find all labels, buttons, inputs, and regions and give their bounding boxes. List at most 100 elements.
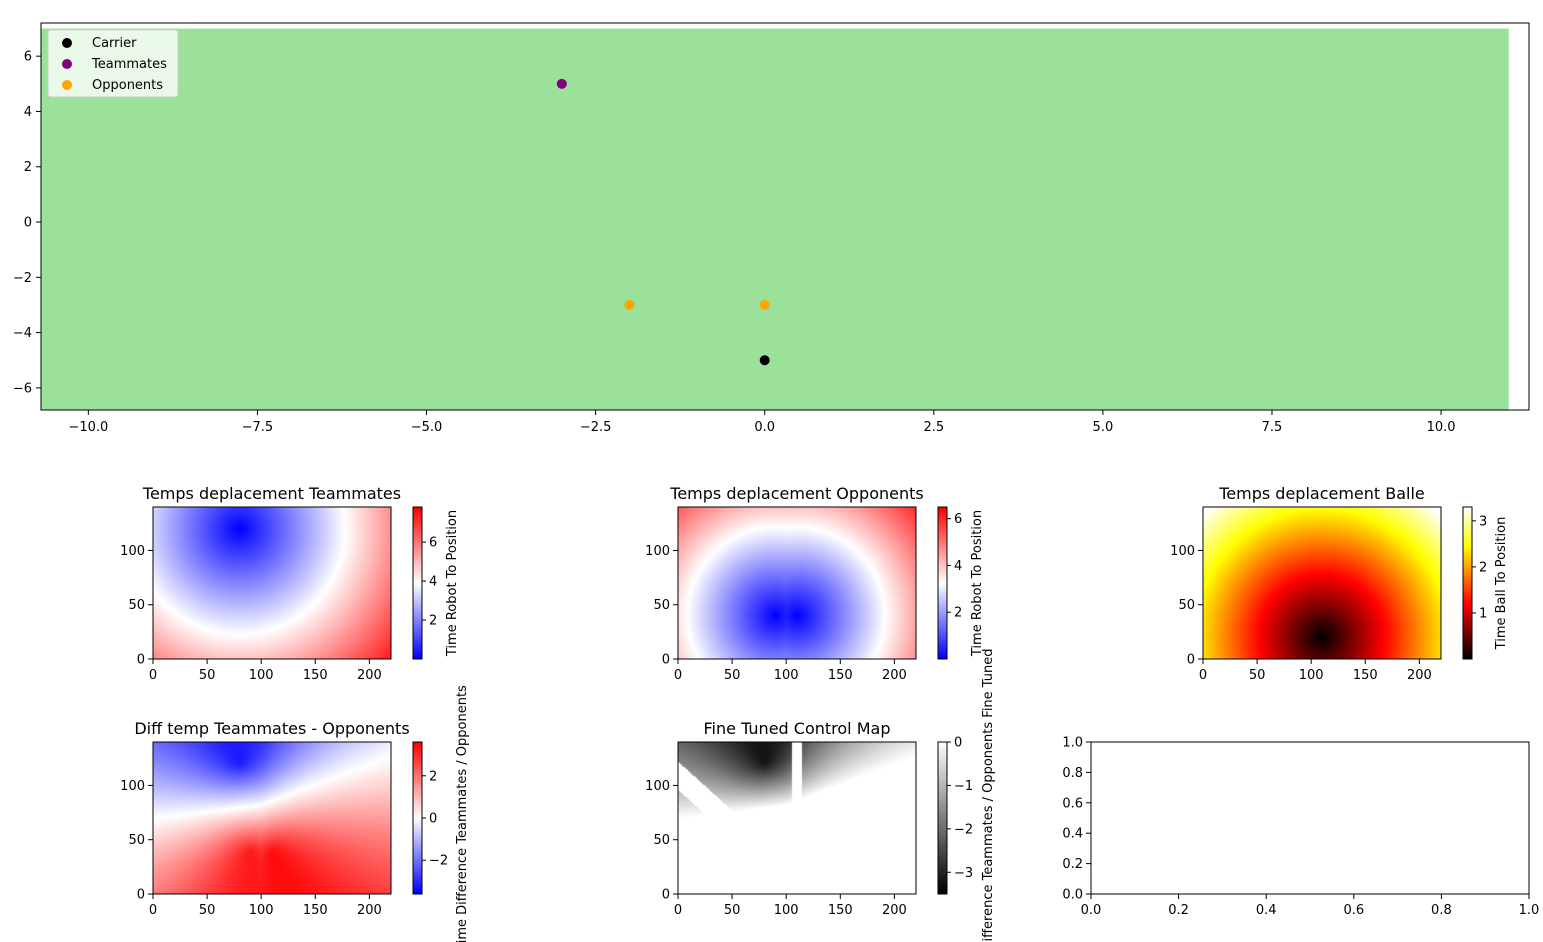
colorbar-fine-tuned-label: Time Difference Teammates / Opponents Fi…: [981, 649, 996, 942]
x-tick-label: 0: [674, 668, 682, 683]
x-tick-label: 0.0: [1081, 903, 1102, 918]
colorbar-teammates-ticks: 2 4 6: [422, 536, 437, 629]
field-x-axis: −10.0 −7.5 −5.0 −2.5 0.0 2.5 5.0 7.5 10.0: [68, 410, 1456, 435]
carrier-point: [759, 355, 770, 366]
y-tick-label: 0.8: [1062, 766, 1083, 781]
colorbar-difference: [413, 742, 422, 894]
x-tick-label: 150: [303, 903, 328, 918]
heatmap-opponents: Temps deplacement Opponents 0 50 100 150 200…: [645, 484, 985, 683]
heatmap-difference-axes: 0 50 100 150 200 0 50 100: [120, 779, 382, 918]
x-tick-label: 200: [357, 903, 382, 918]
x-tick-label: 50: [199, 668, 216, 683]
colorbar-difference-ticks: −2 0 2: [422, 769, 448, 869]
y-tick-label: 0.0: [1062, 888, 1083, 903]
heatmap-opponents-image: [678, 507, 916, 659]
legend-teammates-marker: [62, 59, 72, 69]
y-tick-label: 0.4: [1062, 827, 1083, 842]
y-tick-label: 0.6: [1062, 796, 1083, 811]
colorbar-teammates-frame: [412, 506, 423, 660]
colorbar-opponents: [938, 507, 947, 659]
colorbar-tick-label: −1: [954, 779, 973, 794]
legend-teammates-label: Teammates: [91, 57, 167, 72]
colorbar-tick-label: 6: [954, 512, 962, 527]
heatmap-opponents-axes: 0 50 100 150 200 0 50 100: [645, 544, 907, 683]
heatmap-fine-tuned-axes: 0 50 100 150 200 0 50 100: [645, 779, 907, 918]
field-rectangle: [41, 28, 1509, 411]
x-tick-label: 50: [724, 668, 741, 683]
heatmap-difference-image: [153, 742, 391, 894]
y-tick-label: 100: [1170, 544, 1195, 559]
opponents-point: [759, 299, 770, 310]
field-y-tick-label: −4: [13, 326, 32, 341]
x-tick-label: 100: [249, 668, 274, 683]
field-axes-frame: [40, 22, 1530, 411]
field-x-tick-label: −10.0: [68, 420, 108, 435]
colorbar-fine-tuned: [938, 742, 947, 894]
colorbar-tick-label: −2: [954, 822, 973, 837]
colorbar-tick-label: −2: [429, 854, 448, 869]
heatmap-difference: Diff temp Teammates - Opponents 0 50 100 15…: [120, 685, 470, 942]
field-x-tick-label: 5.0: [1093, 420, 1114, 435]
colorbar-ball-ticks: 1 2 3: [1472, 514, 1487, 621]
field-x-tick-label: 10.0: [1427, 420, 1456, 435]
heatmap-fine-tuned-frame: [677, 741, 917, 895]
legend-opponents-marker: [62, 80, 72, 90]
colorbar-fine-tuned-ticks: −3 −2 −1 0: [947, 736, 973, 881]
heatmap-ball-image: [1203, 507, 1441, 659]
y-tick-label: 50: [653, 833, 670, 848]
field-y-axis: 6 4 2 0 −2 −4 −6: [13, 50, 41, 396]
colorbar-tick-label: 2: [1479, 560, 1487, 575]
colorbar-teammates-label: Time Robot To Position: [445, 510, 460, 657]
colorbar-difference-label: Time Difference Teammates / Opponents: [455, 685, 470, 942]
field-y-tick-label: 4: [24, 105, 32, 120]
heatmap-difference-title: Diff temp Teammates - Opponents: [134, 719, 409, 738]
legend-carrier-label: Carrier: [92, 36, 137, 51]
y-tick-label: 0: [662, 653, 670, 668]
field-plot: −10.0 −7.5 −5.0 −2.5 0.0 2.5 5.0 7.5 10.0 6 4 2 0 −2…: [13, 22, 1530, 435]
colorbar-opponents-frame: [937, 506, 948, 660]
heatmap-difference-frame: [152, 741, 392, 895]
x-tick-label: 0: [149, 903, 157, 918]
x-tick-label: 0.6: [1343, 903, 1364, 918]
colorbar-fine-tuned-frame: [937, 741, 948, 895]
x-tick-label: 0.4: [1256, 903, 1277, 918]
x-tick-label: 0: [149, 668, 157, 683]
colorbar-opponents-ticks: 2 4 6: [947, 512, 962, 621]
colorbar-tick-label: 3: [1479, 514, 1487, 529]
y-tick-label: 0: [662, 888, 670, 903]
heatmap-ball-frame: [1202, 506, 1442, 660]
colorbar-tick-label: −3: [954, 866, 973, 881]
heatmap-opponents-title: Temps deplacement Opponents: [669, 484, 923, 503]
colorbar-tick-label: 1: [1479, 606, 1487, 621]
field-x-tick-label: 7.5: [1262, 420, 1283, 435]
y-tick-label: 100: [120, 544, 145, 559]
field-y-tick-label: −2: [13, 271, 32, 286]
y-tick-label: 0: [137, 653, 145, 668]
y-tick-label: 50: [653, 598, 670, 613]
colorbar-ball-label: Time Ball To Position: [1494, 517, 1509, 651]
legend-carrier-marker: [62, 38, 72, 48]
colorbar-tick-label: 2: [429, 769, 437, 784]
empty-axes-ticks: 0.0 0.2 0.4 0.6 0.8 1.0 0.0 0.2 0.4 0.6 0.8 1.0: [1062, 736, 1539, 919]
field-y-tick-label: 2: [24, 160, 32, 175]
colorbar-tick-label: 2: [429, 614, 437, 629]
y-tick-label: 0: [1187, 653, 1195, 668]
field-y-tick-label: 0: [24, 216, 32, 231]
colorbar-tick-label: 4: [954, 559, 962, 574]
y-tick-label: 100: [645, 544, 670, 559]
field-x-tick-label: −2.5: [580, 420, 612, 435]
heatmap-opponents-frame: [677, 506, 917, 660]
y-tick-label: 50: [128, 833, 145, 848]
x-tick-label: 200: [882, 903, 907, 918]
x-tick-label: 200: [1407, 668, 1432, 683]
legend-opponents-label: Opponents: [92, 78, 163, 93]
x-tick-label: 200: [882, 668, 907, 683]
legend-frame: [47, 29, 179, 98]
x-tick-label: 150: [828, 903, 853, 918]
empty-axes: 0.0 0.2 0.4 0.6 0.8 1.0 0.0 0.2 0.4 0.6 0.8 1.0: [1062, 736, 1539, 919]
colorbar-tick-label: 0: [954, 736, 962, 751]
x-tick-label: 150: [828, 668, 853, 683]
colorbar-ball: [1463, 507, 1472, 659]
x-tick-label: 150: [1353, 668, 1378, 683]
